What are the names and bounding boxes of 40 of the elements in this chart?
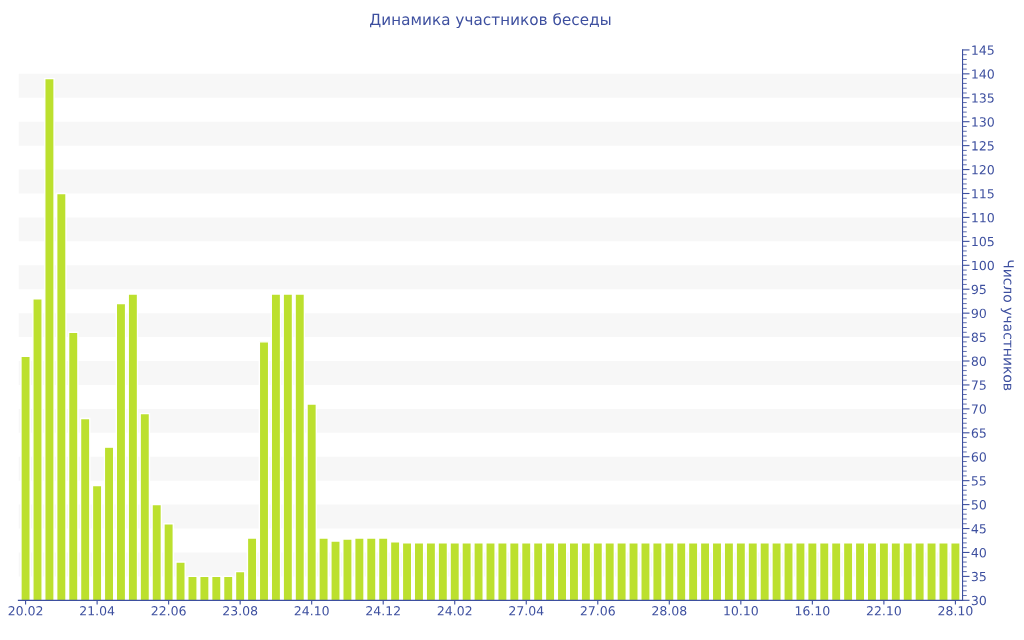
y-tick-label: 40 (971, 547, 986, 558)
y-tick-label: 100 (972, 260, 994, 271)
y-tick-label: 55 (971, 476, 986, 486)
x-tick-label: 20.02 (8, 606, 43, 616)
y-tick-label: 60 (971, 452, 986, 462)
x-tick-label: 28.08 (652, 606, 687, 616)
y-tick-label: 30 (971, 595, 986, 606)
y-tick-label: 85 (971, 332, 986, 343)
y-tick-label: 75 (971, 380, 986, 390)
x-tick-label: 24.10 (294, 606, 329, 616)
x-tick-label: 16.10 (795, 606, 830, 616)
y-tick-label: 145 (972, 45, 994, 55)
x-tick-label: 24.12 (366, 606, 400, 616)
y-tick-label: 120 (972, 165, 994, 175)
y-tick-label: 130 (972, 117, 994, 127)
y-tick-label: 65 (971, 428, 986, 438)
x-tick-label: 28.10 (938, 606, 973, 616)
y-tick-label: 45 (971, 524, 986, 534)
x-tick-label: 24.02 (437, 606, 472, 616)
x-tick-label: 21.04 (80, 606, 115, 616)
y-tick-label: 125 (972, 141, 994, 151)
y-tick-label: 95 (971, 284, 986, 295)
y-tick-label: 135 (972, 93, 994, 103)
y-tick-label: 50 (971, 500, 986, 510)
y-axis-title: Число участников (1000, 260, 1014, 391)
x-tick-label: 10.10 (724, 606, 758, 616)
y-tick-label: 70 (971, 404, 986, 414)
y-tick-label: 110 (972, 212, 994, 223)
x-tick-label: 27.04 (509, 606, 544, 616)
x-tick-label: 22.10 (866, 606, 901, 616)
x-tick-label: 23.08 (223, 606, 258, 616)
y-tick-label: 140 (972, 69, 994, 79)
x-tick-label: 27.06 (580, 606, 615, 616)
y-tick-label: 80 (971, 356, 986, 366)
x-tick-label: 22.06 (151, 606, 186, 616)
y-tick-label: 90 (971, 308, 986, 319)
chart-title: Динамика участников беседы (370, 13, 611, 29)
y-tick-label: 105 (972, 236, 994, 247)
y-tick-label: 35 (971, 571, 986, 582)
y-tick-label: 115 (972, 189, 994, 199)
